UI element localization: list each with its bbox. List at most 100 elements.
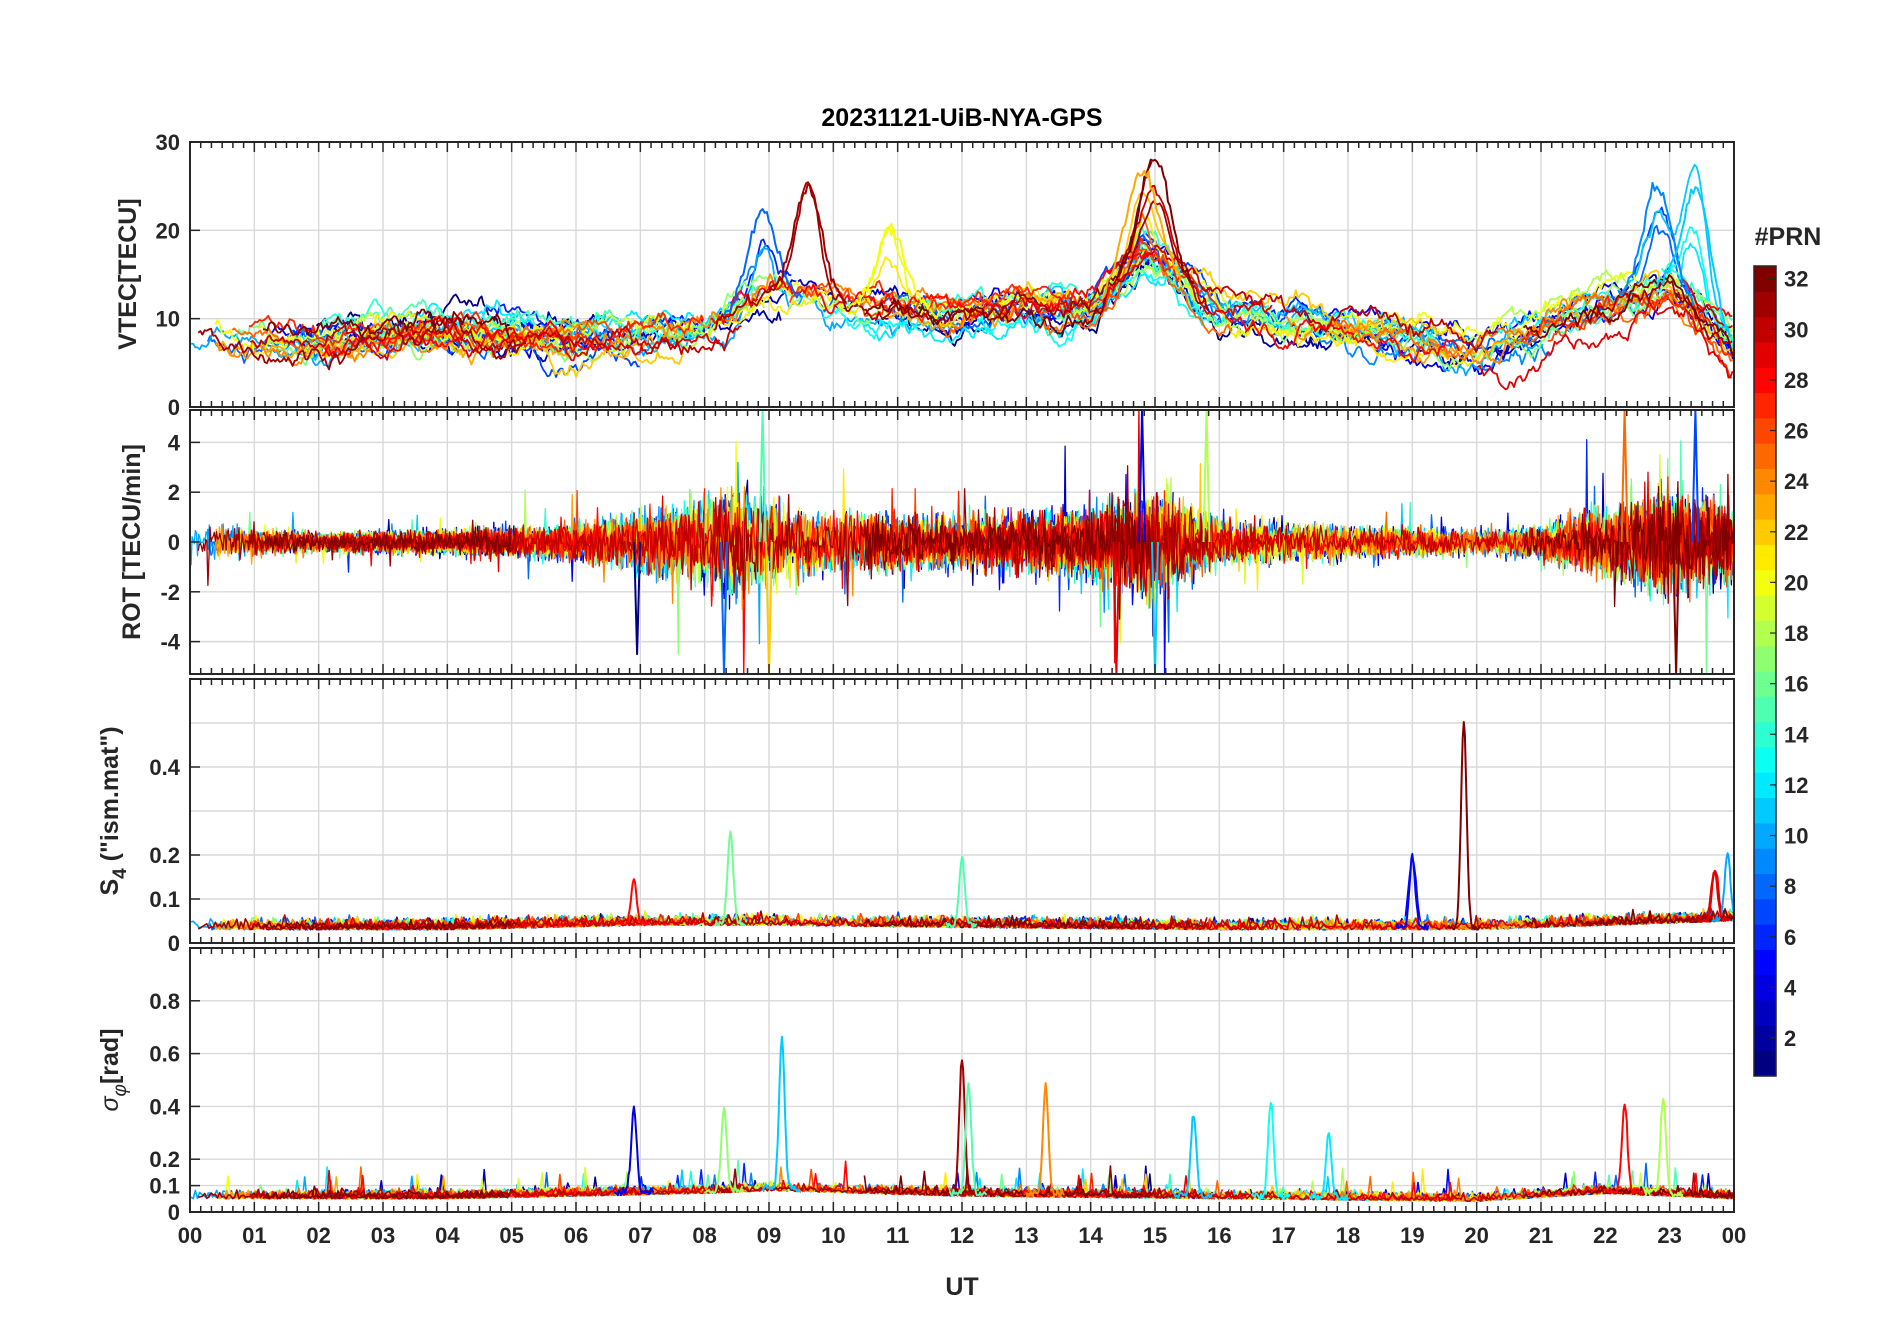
rot-extreme-spike xyxy=(1151,541,1159,674)
s4-yticklabels: 0 0.1 0.2 0.4 xyxy=(149,755,200,956)
rot-extreme-spike xyxy=(1138,410,1147,543)
colorbar-segment xyxy=(1754,797,1776,824)
colorbar-tick-label: 14 xyxy=(1784,722,1809,747)
colorbar-segment xyxy=(1754,848,1776,874)
rot-ticks xyxy=(189,410,1735,674)
vtec-peak-prn-31 xyxy=(768,183,847,304)
vtec-series-prn-22 xyxy=(1014,192,1467,342)
colorbar-segment xyxy=(1754,949,1776,976)
colorbar-segment xyxy=(1754,696,1776,723)
colorbar-label: #PRN xyxy=(1755,223,1822,251)
rot-extreme-spike xyxy=(765,541,773,674)
colorbar-segment xyxy=(1754,1000,1776,1026)
s4-ylabel: S4 ("ism.mat") xyxy=(96,726,131,895)
sigma-peak-prn-31 xyxy=(941,1059,981,1197)
vtec-peak-prn-32 xyxy=(1115,158,1195,284)
rot-lines xyxy=(190,410,1734,674)
vtec-series-prn-32 xyxy=(863,161,1153,335)
colorbar-segment xyxy=(1754,291,1776,318)
colorbar-tick-label: 2 xyxy=(1784,1026,1796,1051)
rot-ylabel: ROT [TECU/min] xyxy=(118,444,146,640)
vtec-series-prn-19 xyxy=(314,303,728,347)
s4-series-prn-32 xyxy=(262,918,511,931)
vtec-grid xyxy=(190,142,1734,407)
x-tick-label: 13 xyxy=(1014,1223,1038,1248)
colorbar-tick-label: 18 xyxy=(1784,621,1808,646)
sigma-yticklabels: 00.10.2 0.4 0.6 0.8 xyxy=(149,989,200,1225)
vtec-series-prn-28 xyxy=(1224,315,1460,364)
sigma-peak-prn-11 xyxy=(761,1035,801,1193)
x-tick-label: 00 xyxy=(178,1223,202,1248)
s4-ylabel-sub: 4 xyxy=(110,868,131,879)
y-tick-label: 0.2 xyxy=(149,843,180,868)
s4-series-prn-32 xyxy=(863,914,1152,930)
vtec-series-prn-29 xyxy=(968,244,1273,320)
x-tick-label: 18 xyxy=(1336,1223,1360,1248)
vtec-series-prn-24 xyxy=(1284,288,1704,365)
y-tick-label: 0.8 xyxy=(149,989,180,1014)
colorbar-segment xyxy=(1754,595,1776,621)
panel-s4: 0 0.1 0.2 0.4 S4 ("ism.mat") xyxy=(96,678,1735,956)
colorbar-segment xyxy=(1754,772,1776,799)
colorbar-segment xyxy=(1754,873,1776,900)
colorbar-segment xyxy=(1754,746,1776,773)
sigma-peak-prn-15 xyxy=(948,1082,987,1197)
colorbar-segment xyxy=(1754,569,1776,596)
s4-ylabel-rest: ("ism.mat") xyxy=(96,726,124,868)
s4-peak-prn-15 xyxy=(945,855,978,929)
y-tick-label: 0.1 xyxy=(149,1174,180,1199)
sigma-ylabel-rest: [rad] xyxy=(96,1028,124,1084)
s4-peak-prn-32 xyxy=(1446,721,1481,931)
colorbar-frame xyxy=(1753,265,1777,1077)
sigma-peak-prn-11 xyxy=(1173,1115,1213,1199)
vtec-series-prn-13 xyxy=(822,269,1221,348)
rot-extreme-spike xyxy=(1620,410,1629,543)
x-tick-label: 10 xyxy=(821,1223,845,1248)
sigma-peak-prn-4 xyxy=(613,1105,655,1197)
x-ticklabels: 00 01 02 03 04 05 06 07 08 09 10 11 12 13 14 15 16 17 18 19… xyxy=(178,1223,1746,1248)
colorbar-segment xyxy=(1754,924,1776,950)
s4-peak-prn-29 xyxy=(1697,869,1732,923)
colorbar-tick-label: 6 xyxy=(1784,925,1796,950)
colorbar-segment xyxy=(1754,974,1776,1001)
x-axis-label: UT xyxy=(945,1273,978,1301)
x-tick-label: 11 xyxy=(886,1223,909,1248)
colorbar-segment xyxy=(1754,417,1776,444)
vtec-series-prn-15 xyxy=(319,279,790,340)
colorbar-tick-label: 26 xyxy=(1784,419,1808,444)
figure-title: 20231121-UiB-NYA-GPS xyxy=(821,104,1102,132)
y-tick-label: 30 xyxy=(156,130,180,155)
s4-grid xyxy=(190,679,1734,943)
x-tick-label: 15 xyxy=(1143,1223,1167,1248)
sigma-peak-prn-17 xyxy=(704,1106,744,1194)
rot-extreme-spike xyxy=(1112,541,1121,674)
vtec-series-prn-2 xyxy=(1110,255,1541,367)
vtec-peak-prn-23 xyxy=(1102,169,1182,299)
y-tick-label: 0.2 xyxy=(149,1147,180,1172)
colorbar-segment xyxy=(1754,392,1776,419)
s4-peak-prn-5 xyxy=(1395,853,1430,931)
x-tick-label: 23 xyxy=(1657,1223,1681,1248)
vtec-series-prn-32 xyxy=(262,308,511,339)
colorbar-tick-label: 24 xyxy=(1784,469,1809,494)
y-tick-label: 0 xyxy=(168,530,180,555)
vtec-series-prn-30 xyxy=(249,315,742,355)
y-tick-label: 0 xyxy=(168,931,180,956)
y-tick-label: 2 xyxy=(168,480,180,505)
sigma-series-prn-27 xyxy=(861,1172,1224,1200)
vtec-series-prn-24 xyxy=(550,273,992,346)
x-tick-label: 06 xyxy=(564,1223,588,1248)
colorbar-segment xyxy=(1754,822,1776,849)
colorbar-segment xyxy=(1754,266,1776,292)
colorbar-tick-label: 8 xyxy=(1784,874,1796,899)
y-tick-label: 10 xyxy=(156,307,180,332)
s4-ylabel-main: S xyxy=(96,879,124,896)
vtec-series-prn-28 xyxy=(1682,278,1733,317)
vtec-series-prn-25 xyxy=(937,212,1233,339)
vtec-series-prn-29 xyxy=(1476,300,1734,391)
rot-extreme-spike xyxy=(1691,410,1700,543)
colorbar-segments xyxy=(1754,266,1776,1077)
colorbar-tick-label: 20 xyxy=(1784,570,1808,595)
